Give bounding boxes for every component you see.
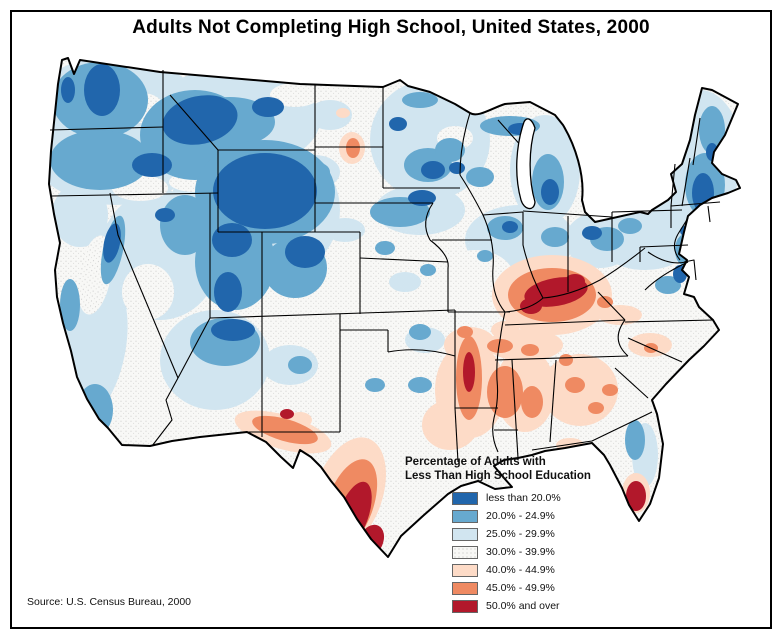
legend-swatch [452, 509, 478, 523]
legend-swatch [452, 527, 478, 541]
legend-title-line2: Less Than High School Education [405, 470, 591, 482]
legend-label: 30.0% - 39.9% [486, 546, 555, 558]
legend-label: 50.0% and over [486, 600, 560, 612]
source-note: Source: U.S. Census Bureau, 2000 [27, 596, 192, 608]
legend-item: 40.0% - 44.9% [452, 561, 591, 579]
legend-swatch [452, 491, 478, 505]
page-title: Adults Not Completing High School, Unite… [132, 17, 650, 38]
legend-title-line1: Percentage of Adults with [405, 456, 546, 468]
legend-label: less than 20.0% [486, 492, 561, 504]
legend-label: 40.0% - 44.9% [486, 564, 555, 576]
map-legend: Percentage of Adults with Less Than High… [405, 455, 591, 615]
legend-item: 45.0% - 49.9% [452, 579, 591, 597]
legend-label: 45.0% - 49.9% [486, 582, 555, 594]
legend-swatch [452, 545, 478, 559]
state-borders [49, 70, 721, 463]
lake-michigan [516, 118, 536, 210]
legend-rows: less than 20.0% 20.0% - 24.9% 25.0% - 29… [452, 489, 591, 615]
legend-item: less than 20.0% [452, 489, 591, 507]
legend-item: 30.0% - 39.9% [452, 543, 591, 561]
legend-item: 50.0% and over [452, 597, 591, 615]
legend-item: 20.0% - 24.9% [452, 507, 591, 525]
legend-item: 25.0% - 29.9% [452, 525, 591, 543]
legend-label: 25.0% - 29.9% [486, 528, 555, 540]
legend-swatch [452, 599, 478, 613]
legend-swatch [452, 581, 478, 595]
us-outline [48, 57, 741, 558]
legend-swatch [452, 563, 478, 577]
legend-label: 20.0% - 24.9% [486, 510, 555, 522]
map-frame-border [10, 10, 772, 629]
